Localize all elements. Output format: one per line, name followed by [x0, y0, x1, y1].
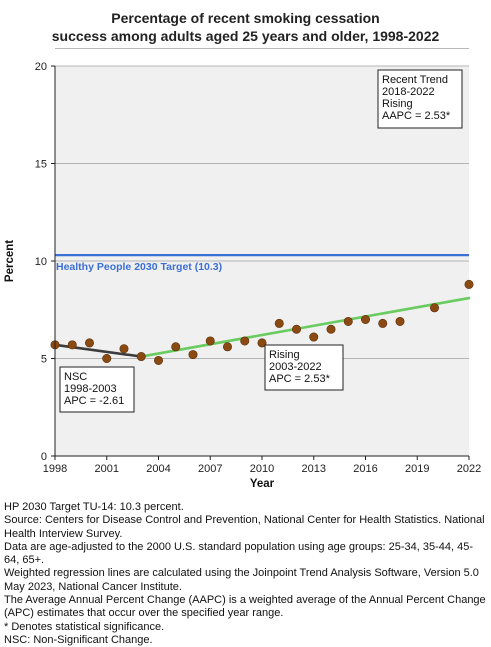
- footnote-age-adjustment: Data are age-adjusted to the 2000 U.S. s…: [4, 540, 474, 567]
- data-point-2002: [119, 344, 129, 354]
- annotation-recent-box: [377, 69, 463, 129]
- data-point-2018: [395, 316, 405, 326]
- x-tick-label-2013: 2013: [302, 463, 326, 475]
- data-point-2016: [360, 314, 370, 324]
- x-tick-label-2019: 2019: [405, 463, 429, 475]
- footnote-target: HP 2030 Target TU-14: 10.3 percent.: [4, 501, 184, 513]
- svg-text:Recent Trend 2018-2022: Recent Trend 2018-2022 Rising AAPC = 2.5…: [382, 74, 451, 122]
- x-tick-label-2004: 2004: [146, 463, 170, 475]
- footnote-regression: Weighted regression lines are calculated…: [4, 567, 479, 593]
- annotation-rising-line-2: 2003-2022: [269, 361, 322, 373]
- x-tick-label-2001: 2001: [95, 463, 119, 475]
- data-points: [50, 279, 474, 365]
- data-point-2003: [136, 352, 146, 362]
- data-point-2020: [429, 303, 439, 313]
- trend-segment-2: [139, 296, 471, 358]
- footnotes: HP 2030 Target TU-14: 10.3 percent. Sour…: [4, 501, 488, 647]
- y-tick-label-15: 15: [35, 159, 47, 171]
- tick-labels: 0 5 10 15 20 1998 2001 2004 2007 2010 2013 2016 2019…: [35, 61, 481, 475]
- chart-title-line-2: success among adults aged 25 years and o…: [51, 28, 440, 44]
- data-point-2000: [85, 338, 95, 348]
- footnote-nsc: NSC: Non-Significant Change.: [4, 633, 153, 646]
- data-point-2004: [154, 355, 164, 365]
- annotation-nsc-line-1: NSC: [64, 371, 87, 383]
- data-point-2001: [102, 353, 112, 363]
- footnote-source: Source: Centers for Disease Control and …: [4, 514, 485, 540]
- annotation-nsc-box: [59, 366, 135, 413]
- annotation-rising-line-3: APC = 2.53*: [269, 373, 331, 385]
- annotation-recent-trend: Recent Trend 2018-2022 Rising AAPC = 2.5…: [377, 69, 463, 129]
- svg-text:Rising 2003-2022 A: Rising 2003-2022 APC = 2.53*: [269, 349, 331, 385]
- annotation-recent-line-1: Recent Trend: [382, 74, 448, 86]
- data-point-2012: [291, 324, 301, 334]
- data-point-2015: [343, 316, 353, 326]
- data-point-2005: [171, 342, 181, 352]
- annotation-nsc-line-2: 1998-2003: [64, 383, 117, 395]
- annotation-recent-line-2: 2018-2022: [382, 86, 435, 98]
- target-layer: Healthy People 2030 Target (10.3): [55, 254, 469, 273]
- y-tick-label-10: 10: [35, 256, 47, 268]
- gridlines: [55, 65, 469, 359]
- y-axis-label: Percent: [4, 240, 16, 282]
- data-point-2011: [274, 318, 284, 328]
- y-tick-label-5: 5: [41, 354, 47, 366]
- data-point-1999: [67, 340, 77, 350]
- data-point-2017: [378, 318, 388, 328]
- data-point-2022: [464, 279, 474, 289]
- svg-text:NSC 1998-2003 APC: NSC 1998-2003 APC = -2.61: [64, 371, 124, 407]
- annotation-rising-box: [264, 344, 344, 391]
- target-label: Healthy People 2030 Target (10.3): [56, 261, 222, 273]
- title-divider: [55, 48, 469, 49]
- chart-title: Percentage of recent smoking cessation s…: [0, 9, 491, 45]
- x-tick-label-1998: 1998: [43, 463, 67, 475]
- annotation-rising-line-1: Rising: [269, 349, 300, 361]
- x-tick-label-2007: 2007: [198, 463, 222, 475]
- smoking-cessation-chart: Healthy People 2030 Target (10.3) 0 5 10 15…: [4, 61, 481, 490]
- data-point-2009: [240, 336, 250, 346]
- data-point-2010: [257, 338, 267, 348]
- y-tick-label-0: 0: [41, 451, 47, 463]
- chart-title-line-1: Percentage of recent smoking cessation: [111, 10, 380, 26]
- data-point-2007: [205, 336, 215, 346]
- data-point-2008: [223, 342, 233, 352]
- x-tick-label-2010: 2010: [250, 463, 274, 475]
- annotation-rising: Rising 2003-2022 APC = 2.53*: [264, 344, 344, 391]
- x-axis-label: Year: [250, 478, 275, 490]
- data-point-2013: [309, 332, 319, 342]
- x-tick-label-2022: 2022: [457, 463, 481, 475]
- footnote-aapc: The Average Annual Percent Change (AAPC)…: [4, 594, 486, 620]
- data-point-2006: [188, 350, 198, 360]
- annotation-nsc: NSC 1998-2003 APC = -2.61: [59, 366, 135, 413]
- y-tick-label-20: 20: [35, 61, 47, 73]
- data-point-2014: [326, 324, 336, 334]
- annotation-recent-line-4: AAPC = 2.53*: [382, 110, 451, 122]
- annotation-recent-line-3: Rising: [382, 98, 413, 110]
- x-tick-label-2016: 2016: [353, 463, 377, 475]
- footnote-significance: * Denotes statistical significance.: [4, 620, 165, 633]
- annotation-nsc-line-3: APC = -2.61: [64, 395, 124, 407]
